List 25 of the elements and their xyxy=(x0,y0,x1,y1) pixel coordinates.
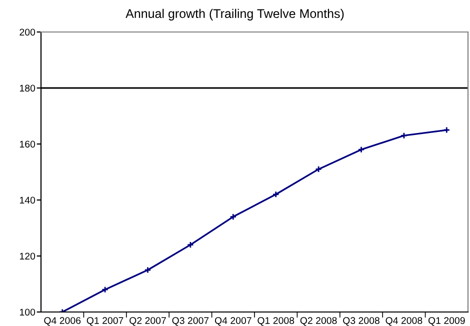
y-tick-label: 160 xyxy=(20,140,36,148)
x-tick-label: Q4 2007 xyxy=(214,317,252,326)
y-tick-label: 120 xyxy=(20,252,36,260)
x-tick-label: Q1 2007 xyxy=(86,317,124,326)
x-tick-label: Q2 2008 xyxy=(300,317,337,326)
x-tick-label: Q3 2007 xyxy=(172,317,209,326)
y-tick-label: 140 xyxy=(20,196,36,204)
x-tick-label: Q3 2008 xyxy=(343,317,380,326)
y-tick-label: 100 xyxy=(20,308,36,316)
x-tick-label: Q1 2009 xyxy=(428,317,465,326)
point xyxy=(144,266,152,274)
chart-title: Annual growth (Trailing Twelve Months) xyxy=(126,8,344,20)
point xyxy=(230,213,237,220)
y-tick-label: 200 xyxy=(20,28,36,36)
point xyxy=(315,166,322,173)
point xyxy=(102,286,109,294)
x-tick-label: Q4 2008 xyxy=(386,317,422,326)
point xyxy=(358,146,365,154)
x-tick-label: Q1 2008 xyxy=(258,317,294,326)
point xyxy=(186,241,194,248)
point xyxy=(272,190,280,198)
x-tick-label: Q4 2006 xyxy=(44,317,81,326)
x-tick-label: Q2 2007 xyxy=(130,317,166,326)
y-tick-label: 180 xyxy=(20,84,36,92)
point xyxy=(400,132,408,140)
